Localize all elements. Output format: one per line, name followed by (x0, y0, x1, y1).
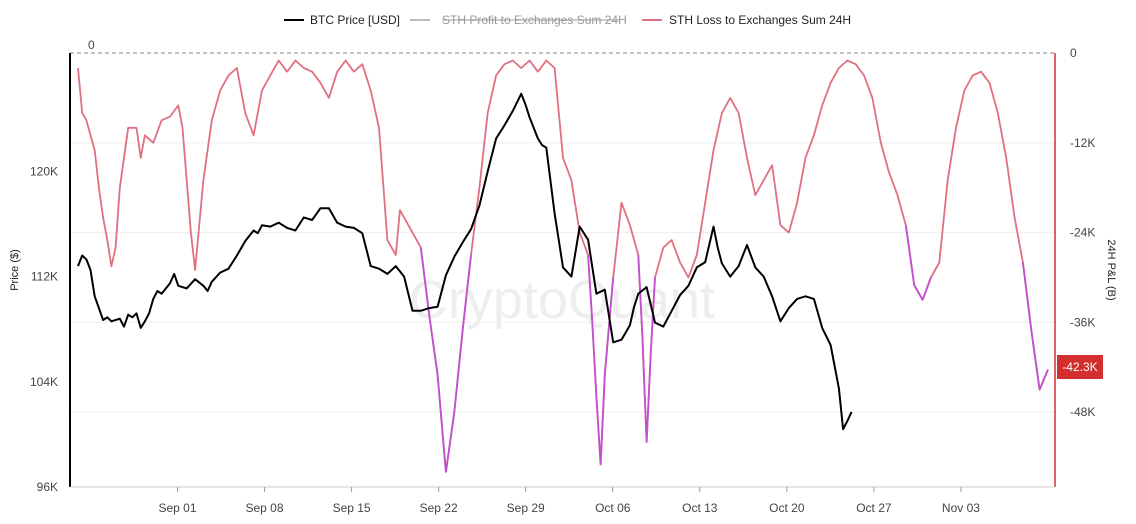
x-tick-label: Sep 22 (420, 501, 458, 515)
current-value-label: -42.3K (1062, 360, 1097, 374)
x-tick-label: Sep 08 (246, 501, 284, 515)
y-right-tick-label: -36K (1070, 315, 1095, 329)
y-left-tick-label: 96K (37, 480, 58, 494)
series-line-sth-loss-deep (445, 412, 456, 473)
legend: BTC Price [USD] STH Profit to Exchanges … (284, 13, 851, 27)
series-line-sth-loss-deep (913, 284, 924, 301)
y-left-title: Price ($) (9, 249, 21, 291)
series-line-sth-loss-deep (641, 337, 648, 443)
current-value-badge (1057, 355, 1103, 379)
x-tick-label: Oct 20 (769, 501, 805, 515)
y-right-ticks: 0 -12K -24K -36K -48K (1070, 46, 1095, 419)
series-line-sth-loss-deep (1030, 329, 1041, 390)
series-line-sth-loss-deep (921, 277, 932, 301)
series-line-sth-loss-deep (436, 374, 447, 473)
x-tick-label: Oct 27 (856, 501, 892, 515)
series-line-sth-loss-deep (1038, 369, 1049, 391)
series-line-sth-loss (77, 59, 1049, 473)
x-tick-label: Nov 03 (942, 501, 980, 515)
series-line-sth-loss-deep (591, 322, 598, 398)
legend-label-sth-loss: STH Loss to Exchanges Sum 24H (669, 13, 851, 27)
series-line-btc-price (77, 92, 853, 431)
y-right-tick-label: -24K (1070, 226, 1095, 240)
y-right-tick-label: 0 (1070, 46, 1077, 60)
series-line-sth-loss-deep (645, 352, 652, 443)
x-tick-label: Oct 13 (682, 501, 718, 515)
series-line-sth-loss-deep (461, 254, 472, 330)
series-line-sth-loss-deep (595, 397, 602, 465)
x-tick-label: Sep 15 (333, 501, 371, 515)
series-line-sth-loss-deep (419, 247, 431, 316)
series-line-sth-loss-deep (637, 254, 644, 338)
series-line-sth-loss-deep (904, 224, 916, 286)
series-line-sth-loss-deep (453, 329, 464, 413)
legend-item-sth-loss[interactable]: STH Loss to Exchanges Sum 24H (642, 13, 851, 27)
y-left-tick-label: 112K (31, 270, 58, 284)
y-left-tick-label: 120K (30, 164, 58, 178)
x-tick-label: Sep 01 (158, 501, 196, 515)
y-left-tick-label: 104K (30, 375, 58, 389)
series-layer (77, 59, 1049, 473)
x-tick-label: Sep 29 (507, 501, 545, 515)
y-right-tick-label: -12K (1070, 136, 1095, 150)
x-ticks: Sep 01 Sep 08 Sep 15 Sep 22 Sep 29 Oct 06 Oct … (158, 487, 980, 515)
x-tick-label: Oct 06 (595, 501, 631, 515)
y-right-tick-label: -48K (1070, 405, 1095, 419)
zero-label: 0 (88, 38, 95, 52)
series-line-sth-loss-deep (603, 277, 615, 375)
series-line-sth-loss-deep (428, 314, 439, 375)
series-line-sth-loss-deep (1022, 262, 1033, 330)
legend-item-btc-price[interactable]: BTC Price [USD] (284, 13, 400, 27)
watermark: CryptoQuant (409, 270, 715, 330)
series-line-sth-loss-deep (587, 254, 594, 323)
y-left-ticks: 96K 104K 112K 120K (30, 164, 58, 494)
series-line-sth-loss-deep (599, 374, 606, 465)
legend-label-btc-price: BTC Price [USD] (310, 13, 400, 27)
y-right-title: 24H P&L (B) (1105, 239, 1117, 300)
legend-item-sth-profit[interactable]: STH Profit to Exchanges Sum 24H (410, 13, 627, 27)
